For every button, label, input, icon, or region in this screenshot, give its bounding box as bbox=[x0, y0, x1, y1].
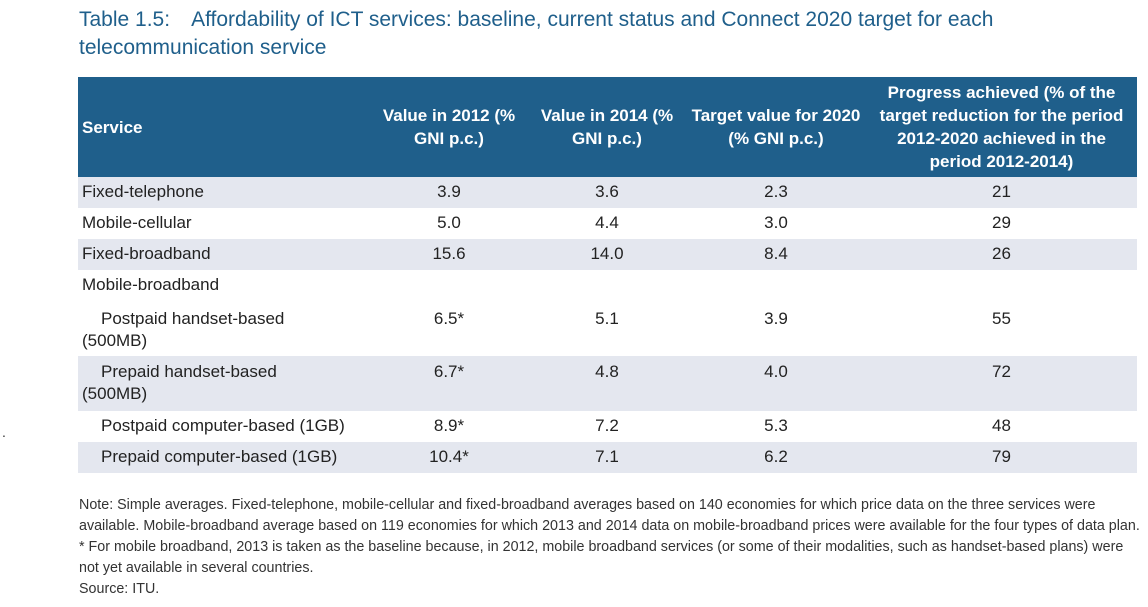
cell-value-2014: 4.4 bbox=[595, 213, 619, 232]
cell-service-cont: (500MB) bbox=[82, 331, 148, 350]
cell-target-2020: 4.0 bbox=[686, 356, 866, 411]
table-row: Mobile-cellular 5.0 4.4 3.0 29 bbox=[78, 208, 1137, 239]
cell-value-2014: 4.8 bbox=[528, 356, 686, 411]
cell-value-2012: 8.9* bbox=[433, 416, 465, 435]
cell-target-2020: 5.3 bbox=[764, 416, 788, 435]
table-row: Fixed-telephone 3.9 3.6 2.3 21 bbox=[78, 177, 1137, 208]
cell-progress: 79 bbox=[866, 442, 1137, 473]
cell-progress: 72 bbox=[866, 356, 1137, 411]
cell-value-2012: 6.5* bbox=[433, 309, 465, 328]
table-row: Postpaid handset-based (500MB) 6.5* 5.1 3… bbox=[78, 301, 1137, 356]
cell-service: Postpaid handset-based (500MB) bbox=[78, 301, 370, 356]
cell-service: Prepaid handset-based (500MB) bbox=[78, 356, 370, 411]
cell-service-main: Postpaid handset-based bbox=[101, 309, 285, 328]
header-progress: Progress achieved (% of the target reduc… bbox=[866, 77, 1137, 177]
cell-service: Fixed-broadband bbox=[78, 239, 370, 270]
cell-service-main: Postpaid computer-based (1GB) bbox=[101, 416, 345, 435]
cell-target-2020 bbox=[686, 270, 866, 301]
cell-service-cont: (500MB) bbox=[82, 384, 148, 403]
note-text: Note: Simple averages. Fixed-telephone, … bbox=[79, 497, 1140, 576]
cell-service: Postpaid computer-based (1GB) bbox=[78, 411, 370, 442]
cell-value-2014: 14.0 bbox=[528, 239, 686, 270]
cell-service: Mobile-cellular bbox=[82, 213, 192, 232]
cell-target-2020: 3.0 bbox=[764, 213, 788, 232]
cell-progress: 26 bbox=[866, 239, 1137, 270]
cell-value-2012: 10.4* bbox=[370, 442, 528, 473]
header-target-2020: Target value for 2020 (% GNI p.c.) bbox=[686, 77, 866, 177]
header-value-2014: Value in 2014 (% GNI p.c.) bbox=[528, 77, 686, 177]
cell-service-main: Prepaid computer-based (1GB) bbox=[101, 447, 338, 466]
cell-value-2014: 3.6 bbox=[528, 177, 686, 208]
table-row: Postpaid computer-based (1GB) 8.9* 7.2 5… bbox=[78, 411, 1137, 442]
cell-value-2014: 7.2 bbox=[595, 416, 619, 435]
table-title: Table 1.5: Affordability of ICT services… bbox=[79, 8, 994, 59]
cell-value-2012: 5.0 bbox=[437, 213, 461, 232]
cell-value-2012: 15.6 bbox=[370, 239, 528, 270]
table-footnote: Note: Simple averages. Fixed-telephone, … bbox=[79, 495, 1144, 600]
cell-service: Prepaid computer-based (1GB) bbox=[78, 442, 370, 473]
cell-target-2020: 3.9 bbox=[764, 309, 788, 328]
cell-service-main: Prepaid handset-based bbox=[101, 362, 277, 381]
cell-value-2012: 3.9 bbox=[370, 177, 528, 208]
cell-service: Mobile-broadband bbox=[82, 275, 220, 294]
cell-value-2014: 5.1 bbox=[595, 309, 619, 328]
cell-service: Fixed-telephone bbox=[78, 177, 370, 208]
header-value-2012: Value in 2012 (% GNI p.c.) bbox=[370, 77, 528, 177]
cell-progress bbox=[866, 270, 1137, 301]
table-row: Prepaid handset-based (500MB) 6.7* 4.8 4.… bbox=[78, 356, 1137, 411]
cell-value-2012: 6.7* bbox=[370, 356, 528, 411]
stray-mark: . bbox=[2, 424, 6, 440]
cell-progress: 48 bbox=[992, 416, 1011, 435]
cell-target-2020: 2.3 bbox=[686, 177, 866, 208]
cell-progress: 55 bbox=[992, 309, 1011, 328]
cell-value-2012 bbox=[370, 270, 528, 301]
affordability-table: Service Value in 2012 (% GNI p.c.) Value… bbox=[78, 77, 1137, 473]
source-text: Source: ITU. bbox=[79, 581, 160, 597]
table-header-row: Service Value in 2012 (% GNI p.c.) Value… bbox=[78, 77, 1137, 177]
table-row: Fixed-broadband 15.6 14.0 8.4 26 bbox=[78, 239, 1137, 270]
cell-value-2014 bbox=[528, 270, 686, 301]
cell-progress: 21 bbox=[866, 177, 1137, 208]
table-row: Mobile-broadband bbox=[78, 270, 1137, 301]
header-service: Service bbox=[78, 77, 370, 177]
table-row: Prepaid computer-based (1GB) 10.4* 7.1 6… bbox=[78, 442, 1137, 473]
cell-target-2020: 6.2 bbox=[686, 442, 866, 473]
cell-target-2020: 8.4 bbox=[686, 239, 866, 270]
cell-value-2014: 7.1 bbox=[528, 442, 686, 473]
cell-progress: 29 bbox=[992, 213, 1011, 232]
